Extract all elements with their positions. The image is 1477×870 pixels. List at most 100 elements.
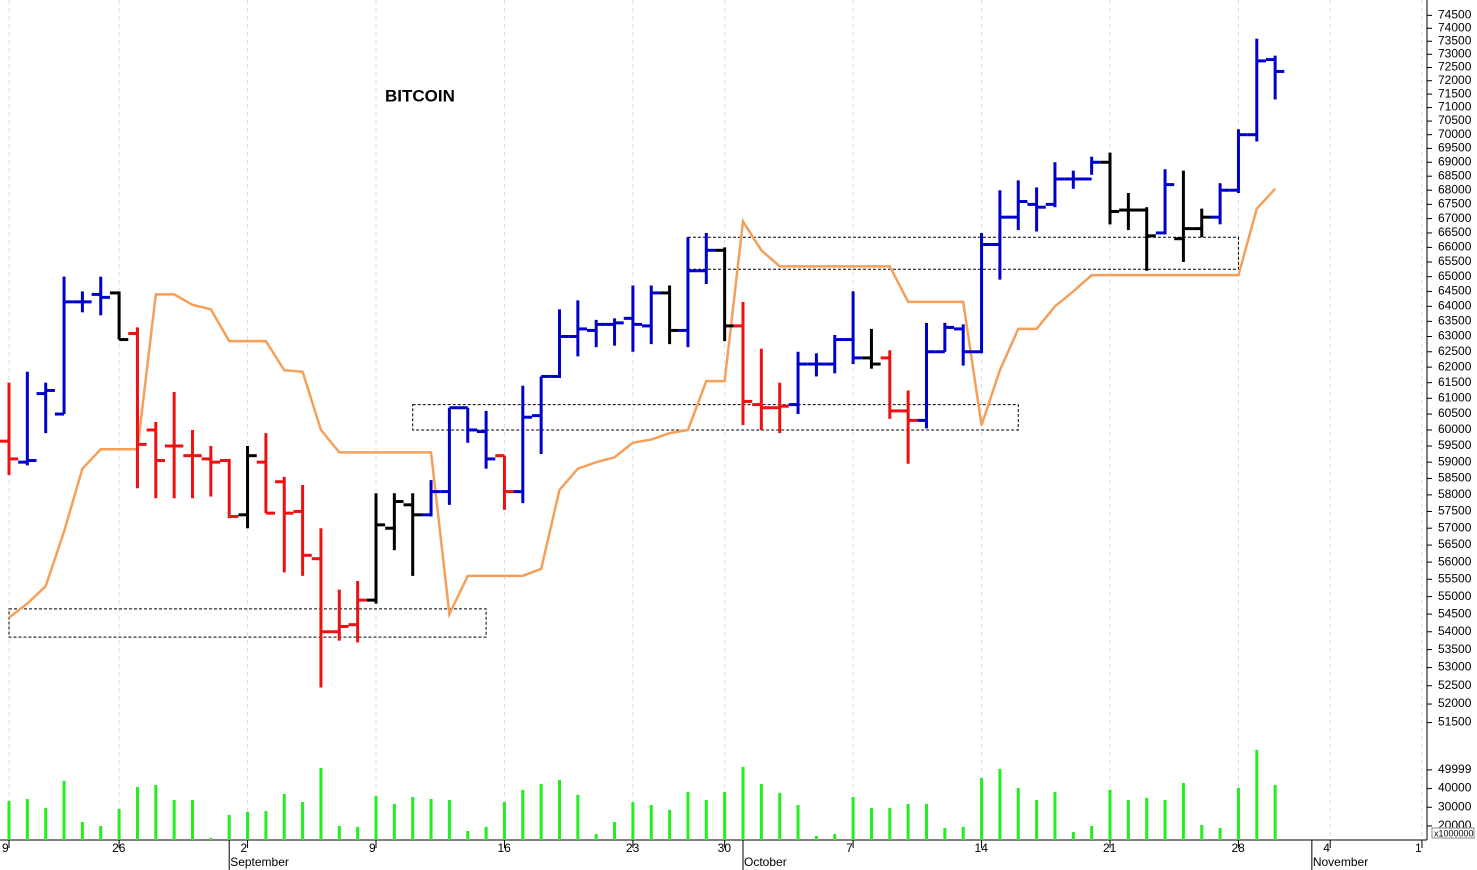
volume-bar xyxy=(319,768,323,840)
y-tick-label: 63500 xyxy=(1438,314,1472,328)
y-tick-label: 74000 xyxy=(1438,20,1472,34)
volume-bar xyxy=(1145,797,1149,840)
volume-bar xyxy=(502,802,506,840)
volume-bar xyxy=(558,779,561,840)
volume-bar xyxy=(154,785,158,840)
volume-bar xyxy=(466,831,470,840)
volume-bar xyxy=(1273,785,1277,840)
y-tick-label: 56500 xyxy=(1438,537,1472,551)
volume-bar xyxy=(117,808,121,840)
y-tick-label: 62500 xyxy=(1438,344,1472,358)
y-tick-label: 58500 xyxy=(1438,471,1472,485)
axis-note: x1000000 xyxy=(1434,828,1474,838)
y-tick-label: 61500 xyxy=(1438,375,1472,389)
y-tick-label: 60500 xyxy=(1438,406,1472,420)
y-tick-label: 49999 xyxy=(1438,762,1472,776)
volume-bar xyxy=(62,780,66,840)
volume-bar xyxy=(851,796,855,840)
volume-bar xyxy=(925,803,928,840)
y-tick-label: 60000 xyxy=(1438,422,1472,436)
y-tick-label: 67000 xyxy=(1438,211,1472,225)
chart-title: BITCOIN xyxy=(385,86,455,105)
volume-bar xyxy=(796,805,800,840)
x-tick-label: 16 xyxy=(497,841,511,855)
y-tick-label: 52500 xyxy=(1438,678,1472,692)
y-tick-label: 53500 xyxy=(1438,642,1472,656)
y-tick-label: 55500 xyxy=(1438,571,1472,585)
volume-bar xyxy=(25,799,29,840)
volume-bar xyxy=(1236,788,1240,840)
volume-bar xyxy=(1090,825,1094,840)
y-tick-label: 70500 xyxy=(1438,113,1472,127)
y-tick-label: 40000 xyxy=(1438,781,1472,795)
zone xyxy=(412,404,1019,431)
volume-bar xyxy=(99,825,103,840)
volume-bar xyxy=(576,794,580,840)
y-tick-label: 66000 xyxy=(1438,240,1472,254)
y-tick-label: 54500 xyxy=(1438,606,1472,620)
y-tick-label: 58000 xyxy=(1438,487,1472,501)
volume-bar xyxy=(356,826,360,840)
y-tick-label: 67500 xyxy=(1438,197,1472,211)
y-tick-label: 70000 xyxy=(1438,127,1472,141)
y-tick-label: 57500 xyxy=(1438,504,1472,518)
y-tick-label: 65000 xyxy=(1438,269,1472,283)
volume-bar xyxy=(833,834,837,840)
y-tick-label: 71000 xyxy=(1438,100,1472,114)
volume-bar xyxy=(227,814,231,840)
volume-bar xyxy=(869,808,873,840)
y-tick-label: 68000 xyxy=(1438,182,1472,196)
overlay-line xyxy=(8,187,1277,619)
y-tick-label: 74500 xyxy=(1438,8,1472,22)
y-tick-label: 53000 xyxy=(1438,660,1472,674)
x-tick-label: 7 xyxy=(846,841,853,855)
x-tick-label: 26 xyxy=(112,841,126,855)
y-tick-label: 69000 xyxy=(1438,154,1472,168)
volume-bar xyxy=(264,811,268,840)
volume-bar xyxy=(1200,825,1204,840)
volume-bar xyxy=(1035,799,1039,840)
volume-bar xyxy=(191,799,194,840)
volume-bar xyxy=(1126,799,1130,840)
volume-bar xyxy=(998,768,1002,840)
volume-bar xyxy=(980,777,984,840)
volume-bar xyxy=(282,793,286,840)
y-tick-label: 59000 xyxy=(1438,454,1472,468)
volume-bar xyxy=(44,808,48,840)
x-tick-label: 23 xyxy=(626,841,640,855)
y-tick-label: 64000 xyxy=(1438,299,1472,313)
volume-bar xyxy=(447,799,451,840)
month-label: November xyxy=(1313,855,1368,869)
volume-bar xyxy=(1163,799,1167,840)
y-tick-label: 51500 xyxy=(1438,715,1472,729)
volume-bar xyxy=(723,791,727,840)
x-tick-label: 1 xyxy=(1415,841,1422,855)
volume-bar xyxy=(135,786,139,840)
volume-bar xyxy=(1071,831,1075,840)
volume-bar xyxy=(429,799,433,840)
y-tick-label: 54000 xyxy=(1438,624,1472,638)
volume-bar xyxy=(594,834,598,840)
volume-bar xyxy=(1218,828,1222,840)
volume-bar xyxy=(80,822,84,840)
volume-bar xyxy=(374,796,378,840)
volume-bar xyxy=(613,822,617,840)
zone xyxy=(8,608,487,638)
x-tick-label: 9 xyxy=(2,841,9,855)
y-tick-label: 72500 xyxy=(1438,60,1472,74)
x-tick-label: 14 xyxy=(975,841,989,855)
zone xyxy=(687,236,1239,270)
y-tick-label: 73500 xyxy=(1438,33,1472,47)
volume-bar xyxy=(888,808,892,840)
volume-bar xyxy=(961,826,965,840)
volume-bar xyxy=(668,809,672,840)
volume-bar xyxy=(906,803,910,840)
volume-bar xyxy=(7,800,11,840)
volume-bar xyxy=(539,783,543,840)
x-tick-label: 9 xyxy=(369,841,376,855)
volume-bar xyxy=(1053,791,1057,840)
y-tick-label: 66500 xyxy=(1438,225,1472,239)
volume-bar xyxy=(172,799,176,840)
x-tick-label: 2 xyxy=(241,841,248,855)
